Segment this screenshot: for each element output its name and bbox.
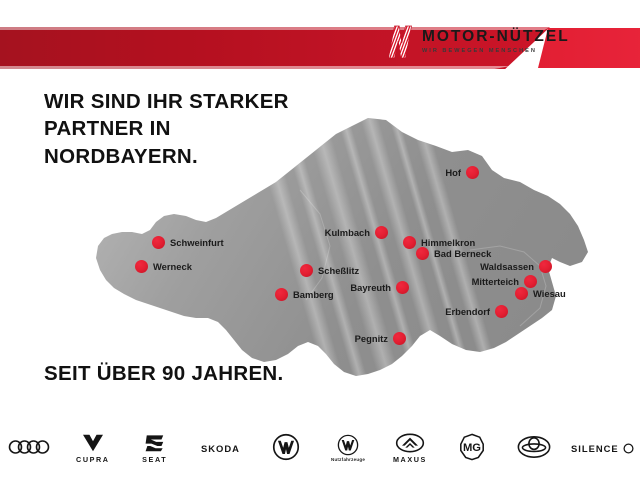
cupra-logo-icon xyxy=(82,434,103,451)
brand-cupra[interactable]: CUPRA xyxy=(62,425,124,471)
map-marker-dot-icon xyxy=(393,332,406,345)
brand-skoda[interactable]: SKODA xyxy=(186,425,256,471)
brand-seat-label: SEAT xyxy=(142,454,168,464)
header-banner: MOTOR-NÜTZEL WIR BEWEGEN MENSCHEN xyxy=(0,0,640,78)
brand-seat[interactable]: SEAT xyxy=(124,425,186,471)
map-marker-label: Mitterteich xyxy=(471,276,519,287)
map-marker-pegnitz[interactable]: Pegnitz xyxy=(355,332,406,345)
map-marker-bamberg[interactable]: Bamberg xyxy=(275,288,334,301)
brand-logo-strip: CUPRA SEAT SKODA Nutzfahrzeuge xyxy=(0,424,640,472)
map-marker-label: Bad Berneck xyxy=(434,248,492,259)
mg-logo-icon: MG xyxy=(459,433,484,461)
header-band-left-lowlight xyxy=(0,66,510,69)
brand-audi[interactable] xyxy=(0,425,62,471)
map-marker-label: Erbendorf xyxy=(445,306,490,317)
brand-logo-text: MOTOR-NÜTZEL WIR BEWEGEN MENSCHEN xyxy=(422,29,570,54)
map-marker-label: Pegnitz xyxy=(354,333,388,344)
svg-text:MG: MG xyxy=(463,442,481,454)
header-band-left-highlight xyxy=(0,27,550,30)
brand-toyota[interactable] xyxy=(503,425,565,471)
map-marker-label: Werneck xyxy=(153,261,192,272)
brand-cupra-label: CUPRA xyxy=(76,454,110,464)
map-marker-label: Wiesau xyxy=(533,288,566,299)
map-marker-dot-icon xyxy=(375,226,388,239)
map-marker-dot-icon xyxy=(524,275,537,288)
audi-rings-icon xyxy=(8,440,50,454)
map-marker-dot-icon xyxy=(300,264,313,277)
map-marker-dot-icon xyxy=(152,236,165,249)
seat-logo-icon xyxy=(145,434,163,451)
brand-volkswagen[interactable] xyxy=(255,425,317,471)
map-marker-label: Schweinfurt xyxy=(170,237,224,248)
map-marker-kulmbach[interactable]: Kulmbach xyxy=(325,226,388,239)
map-marker-dot-icon xyxy=(403,236,416,249)
map-marker-label: Waldsassen xyxy=(480,261,534,272)
brand-maxus[interactable]: MAXUS xyxy=(379,425,441,471)
brand-volkswagen-nutzfahrzeuge[interactable]: Nutzfahrzeuge xyxy=(317,425,379,471)
map-marker-erbendorf[interactable]: Erbendorf xyxy=(445,305,508,318)
map-marker-bad-berneck[interactable]: Bad Berneck xyxy=(416,247,491,260)
map-marker-mitterteich[interactable]: Mitterteich xyxy=(472,275,537,288)
brand-volkswagen-nutzfahrzeuge-label: Nutzfahrzeuge xyxy=(330,457,366,462)
brand-skoda-label: SKODA xyxy=(201,442,240,454)
brand-silence-label: SILENCE xyxy=(570,442,619,454)
map-marker-dot-icon xyxy=(396,281,409,294)
brand-maxus-label: MAXUS xyxy=(392,454,427,464)
maxus-logo-icon xyxy=(395,433,425,452)
map-marker-label: Hof xyxy=(445,167,461,178)
volkswagen-nutzfahrzeuge-logo-icon xyxy=(337,434,359,456)
header-band-left xyxy=(0,27,550,69)
map-marker-hof[interactable]: Hof xyxy=(445,166,479,179)
page-subtitle: SEIT ÜBER 90 JAHREN. xyxy=(44,362,284,385)
map-marker-dot-icon xyxy=(275,288,288,301)
motor-nuetzel-n-mark-icon xyxy=(388,25,412,59)
map-marker-dot-icon xyxy=(416,247,429,260)
map-marker-label: Himmelkron xyxy=(421,237,476,248)
map-marker-bayreuth[interactable]: Bayreuth xyxy=(350,281,409,294)
toyota-logo-icon xyxy=(517,436,551,458)
map-marker-wiesau[interactable]: Wiesau xyxy=(515,287,566,300)
map-marker-werneck[interactable]: Werneck xyxy=(135,260,192,273)
map-marker-dot-icon xyxy=(466,166,479,179)
map-marker-himmelkron[interactable]: Himmelkron xyxy=(403,236,475,249)
map-marker-label: Scheßlitz xyxy=(318,265,360,276)
map-marker-label: Bayreuth xyxy=(350,282,391,293)
map-marker-dot-icon xyxy=(135,260,148,273)
volkswagen-logo-icon xyxy=(273,433,300,461)
silence-circle-icon xyxy=(623,442,634,454)
brand-silence[interactable]: SILENCE xyxy=(565,425,640,471)
page-title: WIR SIND IHR STARKER PARTNER IN NORDBAYE… xyxy=(44,90,289,168)
map-marker-dot-icon xyxy=(539,260,552,273)
map-marker-dot-icon xyxy=(515,287,528,300)
brand-logo-name: MOTOR-NÜTZEL xyxy=(422,28,570,46)
map-marker-dot-icon xyxy=(495,305,508,318)
map-marker-label: Kulmbach xyxy=(324,227,370,238)
map-marker-waldsassen[interactable]: Waldsassen xyxy=(480,260,552,273)
map-marker-schweinfurt[interactable]: Schweinfurt xyxy=(152,236,224,249)
map-marker-label: Bamberg xyxy=(293,289,334,300)
brand-logo-tagline: WIR BEWEGEN MENSCHEN xyxy=(422,47,537,54)
map-marker-sche-litz[interactable]: Scheßlitz xyxy=(300,264,359,277)
brand-mg[interactable]: MG xyxy=(441,425,503,471)
brand-logo[interactable]: MOTOR-NÜTZEL WIR BEWEGEN MENSCHEN xyxy=(386,25,570,59)
header-band-right xyxy=(538,28,640,68)
